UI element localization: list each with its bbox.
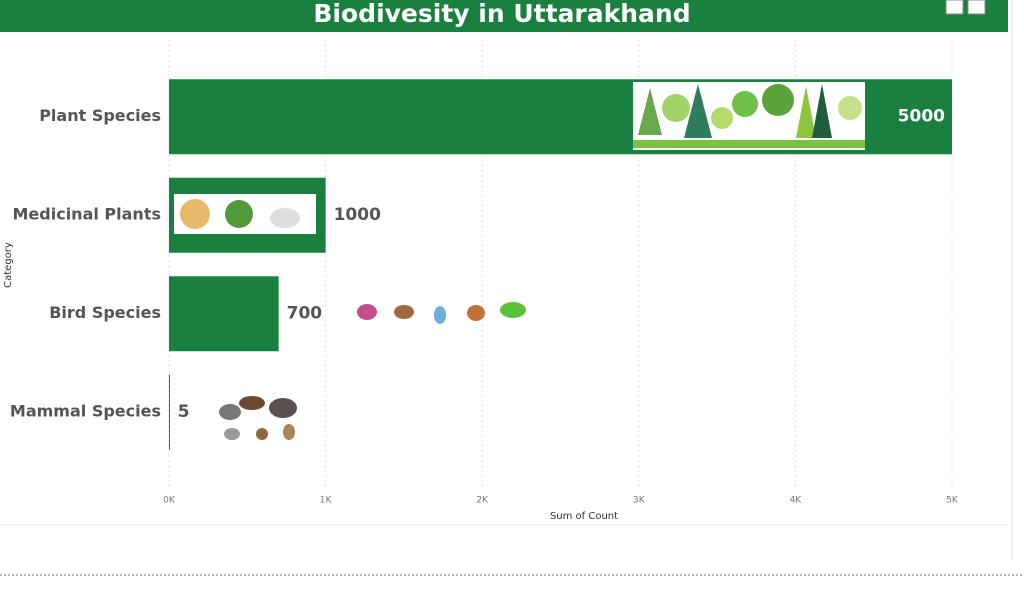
animal xyxy=(283,424,295,440)
bar xyxy=(169,374,170,450)
animal xyxy=(224,428,240,440)
visual-header-icons[interactable]: ⋯ xyxy=(945,0,1005,15)
animal xyxy=(239,396,265,410)
focus-icon[interactable] xyxy=(967,0,986,15)
herb xyxy=(180,199,210,229)
tree xyxy=(796,86,816,138)
bar xyxy=(169,276,279,352)
data-label: 5000 xyxy=(898,106,945,126)
x-tick-label: 2K xyxy=(476,496,489,506)
animal xyxy=(219,404,241,420)
bird xyxy=(434,306,446,324)
tree xyxy=(812,84,832,138)
x-tick-label: 0K xyxy=(163,496,176,506)
animal xyxy=(256,428,268,440)
tree xyxy=(684,84,712,138)
filter-icon[interactable] xyxy=(945,0,964,15)
x-axis-title: Sum of Count xyxy=(550,511,618,522)
data-label: 5 xyxy=(178,402,190,422)
title-banner xyxy=(0,0,1008,32)
chart-title: Biodivesity in Uttarakhand xyxy=(313,0,690,28)
forest-ground xyxy=(633,140,865,148)
tree xyxy=(762,84,794,116)
y-tick-label: Plant Species xyxy=(39,106,161,125)
y-axis-title: Category xyxy=(3,242,14,288)
herb xyxy=(225,200,253,228)
y-tick-label: Mammal Species xyxy=(10,401,161,420)
tree xyxy=(638,88,662,135)
x-tick-label: 3K xyxy=(633,496,646,506)
y-tick-label: Bird Species xyxy=(49,303,161,322)
x-tick-label: 5K xyxy=(946,496,959,506)
decorative-images xyxy=(174,82,865,440)
bird xyxy=(357,304,377,320)
more-icon[interactable]: ⋯ xyxy=(993,0,1005,13)
bird xyxy=(394,305,414,319)
bird xyxy=(500,302,526,318)
data-label: 1000 xyxy=(334,205,381,225)
tree xyxy=(838,96,862,120)
herb xyxy=(270,208,300,228)
bird xyxy=(467,305,485,321)
tree xyxy=(662,94,690,122)
tree xyxy=(732,91,758,117)
data-label: 700 xyxy=(287,303,323,323)
tree xyxy=(711,107,733,129)
y-tick-label: Medicinal Plants xyxy=(13,204,162,223)
x-tick-label: 4K xyxy=(790,496,803,506)
animal xyxy=(269,398,297,418)
x-tick-label: 1K xyxy=(320,496,333,506)
